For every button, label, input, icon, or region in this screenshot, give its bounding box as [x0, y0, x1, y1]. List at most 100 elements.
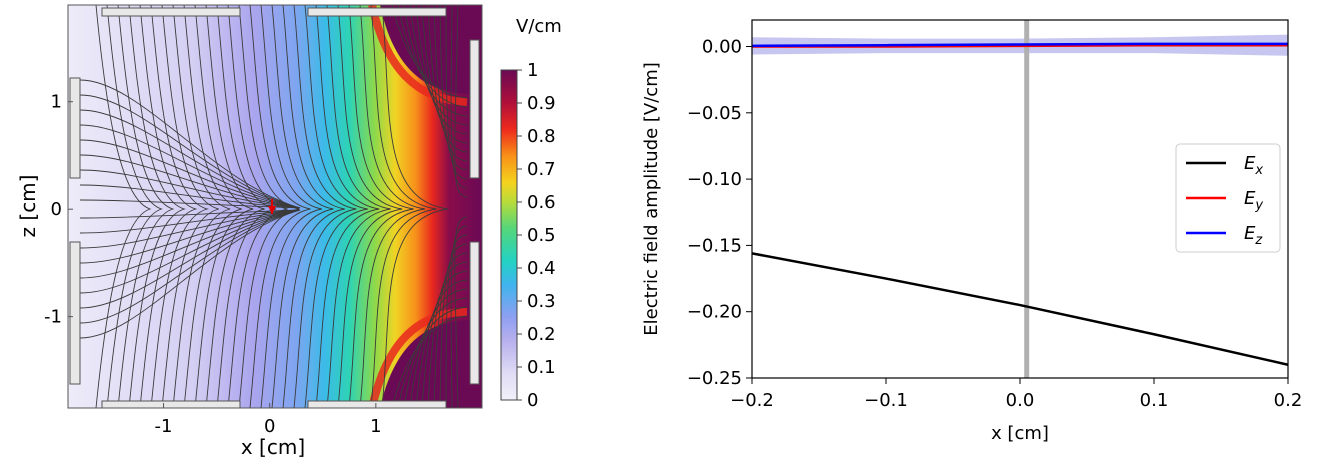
contour-line [304, 5, 368, 408]
contour-line [79, 209, 301, 264]
colorbar-tick-label: 0.8 [527, 126, 556, 147]
electrode-upper-halo [368, 5, 468, 106]
contour-line [172, 5, 231, 408]
line-chart-y-tick-label: −0.20 [687, 302, 742, 323]
contour-line [79, 209, 301, 324]
contour-line [79, 139, 301, 209]
colorbar-tick-label: 0.7 [527, 159, 556, 180]
line-chart-x-tick-label: 0.2 [1274, 390, 1303, 411]
line-chart-axes: −0.2 −0.1 0.0 0.1 0.2 0.00 −0.05 −0.10 −0.15 −0.2… [687, 37, 1302, 411]
contour-line [79, 184, 301, 209]
line-chart-x-axis-label: x [cm] [991, 423, 1049, 444]
contour-line [117, 5, 175, 408]
contour-line [106, 5, 163, 408]
contour-line [79, 209, 301, 249]
plate-right-upper [469, 39, 480, 179]
line-chart-y-tick-label: −0.25 [687, 368, 742, 389]
line-chart-y-axis-label: Electric field amplitude [V/cm] [641, 62, 662, 336]
contour-line [450, 5, 468, 189]
contour-line [79, 154, 301, 209]
colorbar-tick-label: 0.3 [527, 291, 556, 312]
line-chart-x-tick-label: −0.2 [730, 390, 774, 411]
contour-line [161, 5, 219, 408]
contour-line [439, 243, 468, 408]
series-line-z [751, 42, 1288, 48]
legend-box [1175, 143, 1281, 253]
heatmap-panel: -1 0 1 1 0 -1 x [cm] z [cm] 1 0.9 0.8 0.7 0.6 0.5 0… [16, 4, 562, 459]
heatmap-y-axis-label: z [cm] [16, 175, 40, 238]
contour-line [445, 5, 468, 180]
heatmap-axes: -1 0 1 1 0 -1 [44, 92, 382, 437]
contour-line [381, 5, 448, 408]
colorbar-label: V/cm [516, 16, 562, 37]
colorbar-tick-label: 0 [527, 390, 538, 411]
contour-line [348, 5, 414, 408]
contour-line [293, 5, 357, 408]
contour-line [427, 261, 468, 408]
contour-line [79, 169, 301, 209]
contour-lines [79, 5, 468, 408]
contour-line [79, 209, 301, 279]
contour-line [391, 5, 468, 99]
colorbar-ticks: 1 0.9 0.8 0.7 0.6 0.5 0.4 0.3 0.2 0.1 0 [517, 60, 556, 411]
plate-bottom-left [101, 400, 241, 408]
line-chart-panel: −0.2 −0.1 0.0 0.1 0.2 0.00 −0.05 −0.10 −0.15 −0.2… [641, 19, 1302, 444]
line-chart-y-tick-label: −0.05 [687, 103, 742, 124]
contour-line [439, 5, 468, 171]
colorbar-tick-label: 0.1 [527, 357, 556, 378]
heatmap-x-tick-label: -1 [155, 416, 173, 437]
contour-line [403, 297, 468, 408]
contour-line [183, 5, 242, 408]
contour-line [315, 5, 380, 408]
contour-line [205, 5, 265, 408]
position-marker [268, 199, 276, 214]
line-chart-y-tick-label: −0.15 [687, 235, 742, 256]
contour-line [150, 5, 210, 408]
contour-line [427, 5, 468, 153]
contour-line [445, 234, 468, 408]
colorbar-tick-label: 0.6 [527, 192, 556, 213]
contour-line [282, 5, 345, 408]
contour-line [249, 5, 311, 408]
contour-line [326, 5, 391, 408]
heatmap-x-axis-label: x [cm] [241, 435, 305, 459]
contour-line [79, 209, 301, 339]
series-line-x [751, 252, 1289, 366]
heatmap-y-tick-label: -1 [44, 307, 62, 328]
contour-line [454, 216, 468, 408]
plate-left-upper [69, 77, 81, 179]
colorbar-gradient [500, 69, 518, 401]
line-chart-y-tick-label: 0.00 [702, 37, 742, 58]
contour-line [128, 5, 186, 408]
heatmap-x-tick-label: 1 [370, 416, 381, 437]
plate-left-lower [69, 241, 81, 385]
contour-line [194, 5, 254, 408]
contour-line [216, 5, 277, 408]
line-chart-x-tick-label: 0.0 [1006, 390, 1035, 411]
contour-line [79, 209, 301, 234]
contour-line [337, 5, 403, 408]
series-lines [751, 42, 1289, 366]
contour-line [271, 5, 334, 408]
contour-line [450, 225, 468, 408]
colorbar: 1 0.9 0.8 0.7 0.6 0.5 0.4 0.3 0.2 0.1 0 V/cm [500, 16, 562, 411]
electrode-lower-halo [368, 308, 468, 408]
contour-line [79, 109, 301, 209]
heatmap-y-tick-label: 1 [51, 92, 62, 113]
contour-line [139, 5, 198, 408]
contour-line [433, 252, 468, 408]
contour-line [403, 5, 468, 117]
plate-right-lower [469, 241, 480, 385]
contour-line [79, 209, 301, 219]
heatmap-x-tick-label: 0 [264, 416, 275, 437]
colorbar-tick-label: 0.5 [527, 225, 556, 246]
heatmap-frame [67, 4, 483, 409]
contour-line [433, 5, 468, 162]
colorbar-tick-label: 0.4 [527, 258, 556, 279]
plate-bottom-right [307, 400, 447, 408]
plate-top-right [307, 7, 447, 17]
contour-line [260, 5, 322, 408]
colorbar-tick-label: 0.2 [527, 324, 556, 345]
contour-line [238, 5, 300, 408]
